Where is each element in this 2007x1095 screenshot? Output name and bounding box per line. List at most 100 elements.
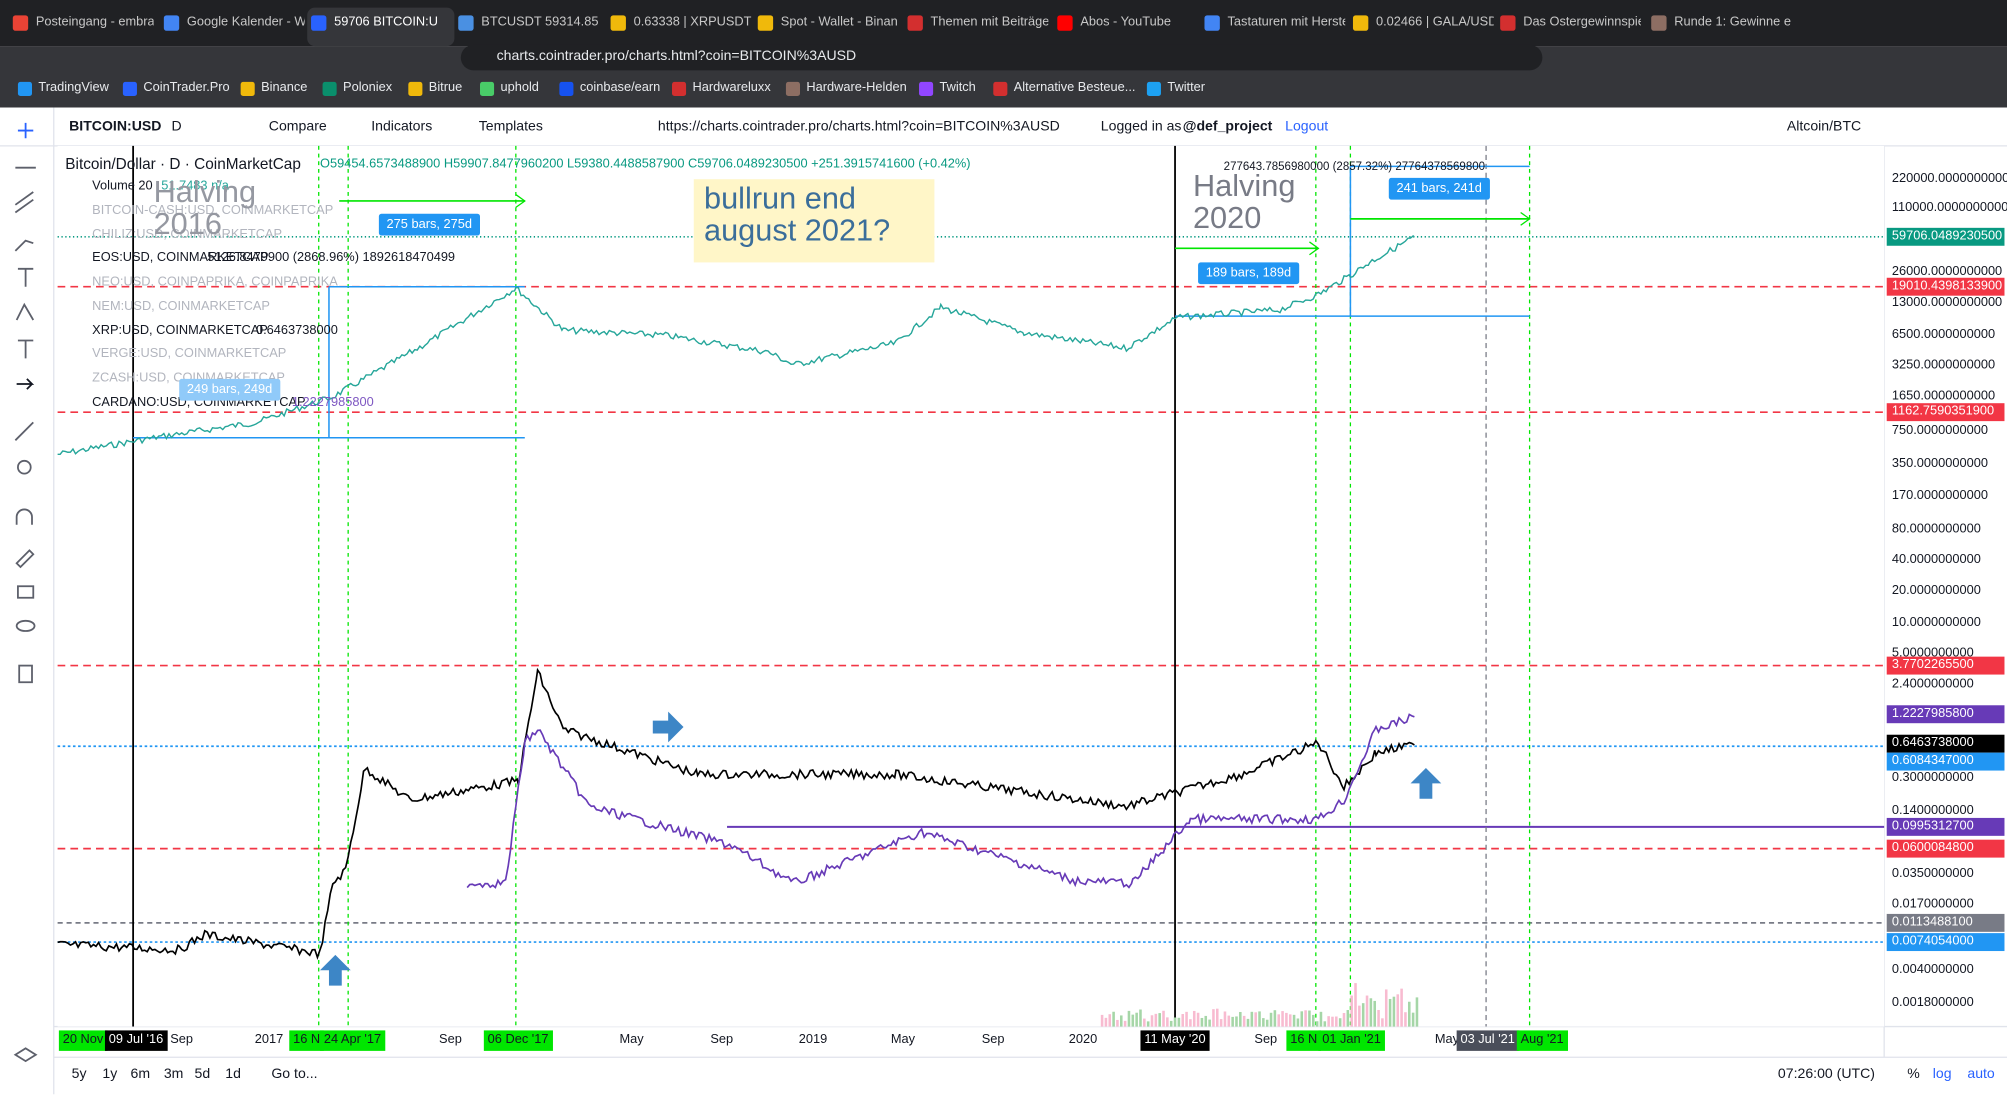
price-label: 0.0018000000 xyxy=(1891,995,1974,1010)
log-toggle[interactable]: log xyxy=(1932,1066,1952,1082)
bookmark[interactable]: Hardwareluxx xyxy=(692,80,771,95)
volume-bar xyxy=(1169,1020,1173,1027)
tab-title[interactable]: 0.63338 | XRPUSDT | xyxy=(633,15,752,30)
price-label: 59706.0489230500 xyxy=(1886,227,2005,246)
address-url[interactable]: charts.cointrader.pro/charts.html?coin=B… xyxy=(496,48,857,64)
volume-bar xyxy=(1315,1021,1319,1027)
tab-title[interactable]: Das Ostergewinnspie xyxy=(1523,15,1641,30)
volume-bar xyxy=(1154,1013,1158,1027)
tab-title[interactable]: Runde 1: Gewinne e xyxy=(1674,15,1791,30)
toolbar-pair[interactable]: Altcoin/BTC xyxy=(1786,119,1862,135)
range-button[interactable]: 1y xyxy=(102,1066,118,1082)
time-label: May xyxy=(619,1032,644,1048)
volume-bar xyxy=(1258,1011,1261,1027)
overlay-name: BITCOIN-CASH:USD, COINMARKETCAP xyxy=(92,203,334,218)
tab-title[interactable]: Google Kalender - W xyxy=(186,15,305,30)
volume-bar xyxy=(1342,1013,1346,1027)
drawing-tools[interactable] xyxy=(13,122,38,1063)
bookmark[interactable]: Binance xyxy=(261,80,308,95)
volume-bar xyxy=(1135,1012,1138,1027)
volume-bar xyxy=(1304,1010,1307,1027)
bookmark[interactable]: Hardware-Helden xyxy=(806,80,907,95)
volume-bar xyxy=(1346,1010,1350,1027)
overlay-value: 5126.8479900 (2868.96%) 1892618470499 xyxy=(207,251,456,266)
bookmark[interactable]: Twitch xyxy=(939,80,976,95)
bookmark[interactable]: Twitter xyxy=(1167,80,1206,95)
bookmark[interactable]: Bitrue xyxy=(428,80,463,95)
ada-price xyxy=(466,713,1415,889)
volume-bar xyxy=(1327,1016,1330,1027)
tab-title[interactable]: BTCUSDT 59314.85 xyxy=(481,15,599,30)
tab-title[interactable]: Spot - Wallet - Binan xyxy=(780,15,898,30)
range-button[interactable]: 1d xyxy=(225,1066,241,1082)
tab-title[interactable]: Posteingang - embra xyxy=(35,15,154,30)
toolbar-user[interactable]: @def_project xyxy=(1182,119,1273,135)
time-label: May xyxy=(1434,1032,1460,1048)
bookmark-icon xyxy=(993,81,1008,96)
tab-icon xyxy=(1204,15,1220,31)
legend-volume: Volume 20 xyxy=(92,179,153,194)
toolbar-interval[interactable]: D xyxy=(171,119,182,135)
volume-bar xyxy=(1208,1019,1211,1027)
volume-bar xyxy=(1212,1009,1215,1027)
volume-bar xyxy=(1381,1018,1384,1027)
price-label: 40.0000000000 xyxy=(1891,552,1981,568)
volume-bar xyxy=(1354,983,1357,1027)
bookmark[interactable]: TradingView xyxy=(38,80,109,95)
active-tab xyxy=(307,7,455,47)
bookmark[interactable]: coinbase/earn xyxy=(579,80,661,95)
volume-bar xyxy=(1150,1015,1154,1027)
toolbar-indicators[interactable]: Indicators xyxy=(371,119,433,135)
range-button[interactable]: 5d xyxy=(194,1066,211,1082)
toolbar-compare[interactable]: Compare xyxy=(268,119,327,135)
range-label: 249 bars, 249d xyxy=(179,378,280,401)
volume-bar xyxy=(1277,1014,1280,1027)
tab-title[interactable]: Themen mit Beiträge xyxy=(930,15,1049,30)
tab-icon xyxy=(907,15,923,31)
bookmark-icon xyxy=(240,81,255,96)
range-button[interactable]: 6m xyxy=(130,1066,151,1082)
tab-title[interactable]: Tastaturen mit Herste xyxy=(1227,15,1346,30)
time-label: 03 Jul '21 xyxy=(1456,1030,1519,1051)
volume-bar xyxy=(1335,1016,1338,1027)
volume-bar xyxy=(1373,1000,1376,1027)
bookmark[interactable]: uphold xyxy=(500,80,539,95)
time-label: 24 Apr '17 xyxy=(320,1030,385,1051)
price-label: 3250.0000000000 xyxy=(1891,358,1996,373)
price-label: 0.0600084800 xyxy=(1886,839,2005,858)
auto-toggle[interactable]: auto xyxy=(1967,1066,1995,1082)
range-button[interactable]: 5y xyxy=(71,1066,87,1082)
price-label: 0.0350000000 xyxy=(1891,866,1974,881)
volume-bar xyxy=(1384,989,1388,1027)
volume-bar xyxy=(1200,1017,1204,1027)
toolbar-symbol[interactable]: BITCOIN:USD xyxy=(69,119,162,135)
time-label: 09 Jul '16 xyxy=(104,1030,168,1051)
volume-bar xyxy=(1235,1016,1238,1027)
arrow-marker xyxy=(652,711,684,743)
bookmark[interactable]: CoinTrader.Pro xyxy=(143,80,230,95)
price-label: 2.4000000000 xyxy=(1891,677,1974,692)
volume-bar xyxy=(1216,1008,1219,1027)
bookmark[interactable]: Poloniex xyxy=(343,80,393,95)
toolbar-logout[interactable]: Logout xyxy=(1285,119,1329,135)
volume-bar xyxy=(1292,1014,1296,1027)
legend-volume-value: 51.7483 n/a xyxy=(161,179,229,194)
volume-bar xyxy=(1288,1014,1292,1027)
tab-title[interactable]: Abos - YouTube xyxy=(1080,15,1171,30)
tab-title[interactable]: 0.02466 | GALA/USD xyxy=(1376,15,1494,30)
goto-button[interactable]: Go to... xyxy=(271,1066,318,1082)
volume-bar xyxy=(1162,1010,1165,1027)
range-button[interactable]: 3m xyxy=(163,1066,184,1082)
overlay-value: 1.2227985800 xyxy=(291,395,374,410)
toolbar-url[interactable]: https://charts.cointrader.pro/charts.htm… xyxy=(657,119,1060,135)
volume-bar xyxy=(1143,1018,1146,1027)
percent-toggle[interactable]: % xyxy=(1907,1066,1920,1082)
toolbar-login[interactable]: Logged in as xyxy=(1100,119,1182,135)
tab-icon xyxy=(1500,15,1516,31)
tab-title[interactable]: 59706 BITCOIN:U xyxy=(334,15,438,30)
toolbar-templates[interactable]: Templates xyxy=(478,119,543,135)
bookmark[interactable]: Alternative Besteue... xyxy=(1013,80,1136,95)
arrow-head xyxy=(515,194,526,208)
